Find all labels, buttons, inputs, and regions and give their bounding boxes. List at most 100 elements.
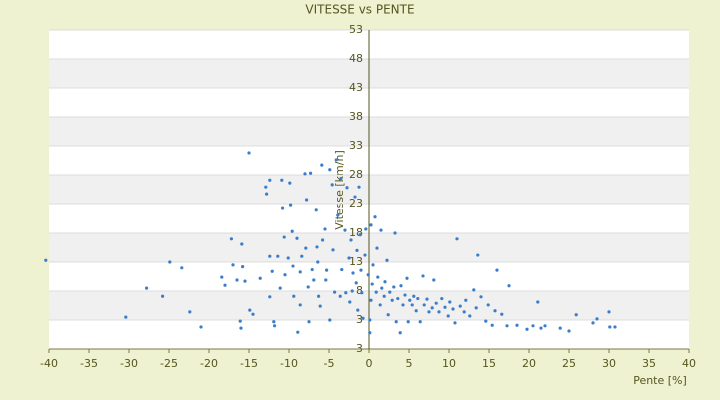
point: [265, 192, 269, 196]
point: [280, 178, 284, 182]
point: [295, 236, 299, 240]
point: [410, 303, 414, 307]
point: [536, 300, 540, 304]
point: [353, 195, 357, 199]
x-tick-label: 40: [682, 357, 696, 370]
point: [363, 253, 367, 257]
point: [369, 223, 373, 227]
point: [306, 285, 310, 289]
point: [168, 260, 172, 264]
point: [291, 264, 295, 268]
x-tick-label: -10: [280, 357, 298, 370]
chart-title: VITESSE vs PENTE: [305, 3, 414, 17]
point: [591, 321, 595, 325]
point: [361, 316, 365, 320]
point: [383, 280, 387, 284]
point: [286, 256, 290, 260]
point: [303, 172, 307, 176]
point: [44, 258, 48, 262]
point: [247, 151, 251, 155]
x-tick-label: -15: [240, 357, 258, 370]
x-tick-label: 15: [482, 357, 496, 370]
y-tick-label: 33: [349, 139, 363, 152]
point: [338, 294, 342, 298]
point: [458, 304, 462, 308]
x-tick-label: 30: [602, 357, 616, 370]
point: [334, 158, 338, 162]
point: [476, 253, 480, 257]
point: [493, 309, 497, 313]
point: [340, 267, 344, 272]
point: [289, 203, 293, 207]
point: [472, 288, 476, 292]
point: [380, 286, 384, 290]
point: [331, 248, 335, 252]
point: [368, 318, 372, 322]
point: [421, 274, 425, 278]
x-tick-label: -40: [40, 357, 58, 370]
point: [350, 289, 354, 293]
point: [336, 213, 340, 217]
point: [479, 295, 483, 299]
point: [390, 298, 394, 302]
point: [505, 324, 509, 328]
point: [344, 291, 348, 295]
point: [608, 325, 612, 329]
point: [330, 183, 334, 187]
point: [161, 294, 165, 298]
point: [268, 178, 272, 182]
point: [312, 278, 316, 282]
point: [239, 326, 243, 330]
point: [272, 320, 276, 324]
point: [310, 267, 314, 272]
point: [399, 284, 403, 288]
point: [531, 324, 535, 328]
point: [595, 317, 599, 321]
point: [364, 227, 368, 231]
point: [474, 306, 478, 310]
y-tick-label: 38: [349, 110, 363, 123]
point: [270, 269, 274, 273]
point: [248, 308, 252, 312]
point: [278, 286, 282, 290]
x-tick-label: -30: [120, 357, 138, 370]
point: [366, 273, 370, 277]
point: [440, 296, 444, 301]
point: [351, 271, 355, 275]
point: [283, 273, 287, 277]
point: [316, 260, 320, 264]
point: [453, 321, 457, 325]
point: [430, 306, 434, 310]
point: [386, 313, 390, 317]
point: [343, 228, 347, 232]
point: [282, 235, 286, 239]
y-tick-label: 48: [349, 52, 363, 65]
y-tick-label: 8: [356, 284, 363, 297]
point: [451, 307, 455, 311]
point: [298, 303, 302, 307]
y-tick-label: 3: [356, 313, 363, 326]
point: [486, 303, 490, 307]
point: [124, 315, 128, 319]
point: [320, 163, 324, 167]
point: [613, 325, 617, 329]
point: [238, 319, 242, 323]
point: [412, 294, 416, 298]
y-axis-label: Vitesse [km/h]: [333, 150, 346, 230]
point: [328, 168, 332, 172]
point: [507, 284, 511, 288]
point: [243, 279, 247, 283]
point: [298, 270, 302, 274]
point: [358, 233, 362, 237]
point: [484, 319, 488, 323]
point: [405, 276, 409, 280]
x-tick-label: 35: [642, 357, 656, 370]
point: [368, 331, 372, 335]
point: [408, 298, 412, 302]
point: [321, 238, 325, 242]
point: [309, 171, 313, 175]
point: [567, 329, 571, 333]
point: [223, 283, 227, 287]
point: [314, 208, 318, 212]
y-tick-label: 53: [349, 23, 363, 36]
